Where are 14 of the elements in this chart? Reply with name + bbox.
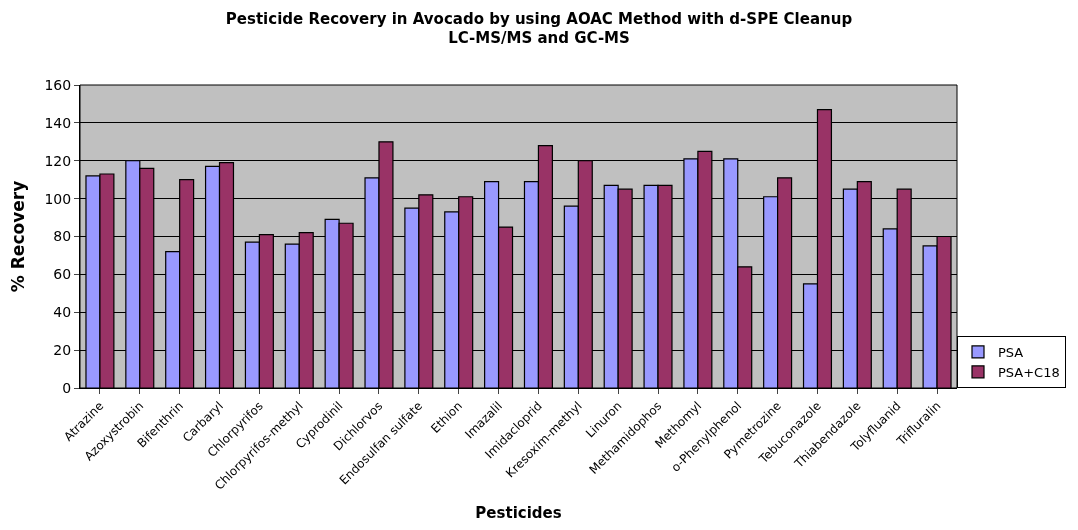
y-tick-label: 40	[53, 304, 72, 321]
y-tick-label: 0	[62, 379, 72, 396]
x-axis-title: Pesticides	[475, 503, 562, 522]
y-tick-label: 80	[53, 228, 72, 245]
legend-label: PSA	[998, 345, 1024, 361]
y-tick-label: 140	[44, 114, 72, 131]
y-tick-label: 100	[44, 190, 72, 207]
y-tick-label: 120	[44, 152, 72, 169]
legend-label: PSA+C18	[998, 364, 1060, 380]
y-tick-label: 60	[53, 266, 72, 283]
chart-title: Pesticide Recovery in Avocado by using AOAC Method with d-SPE Cleanup LC-MS/MS and GC-MS	[225, 9, 853, 48]
y-axis-title: % Recovery	[8, 180, 29, 293]
y-tick-label: 160	[44, 76, 72, 93]
y-tick-label: 20	[53, 342, 72, 359]
